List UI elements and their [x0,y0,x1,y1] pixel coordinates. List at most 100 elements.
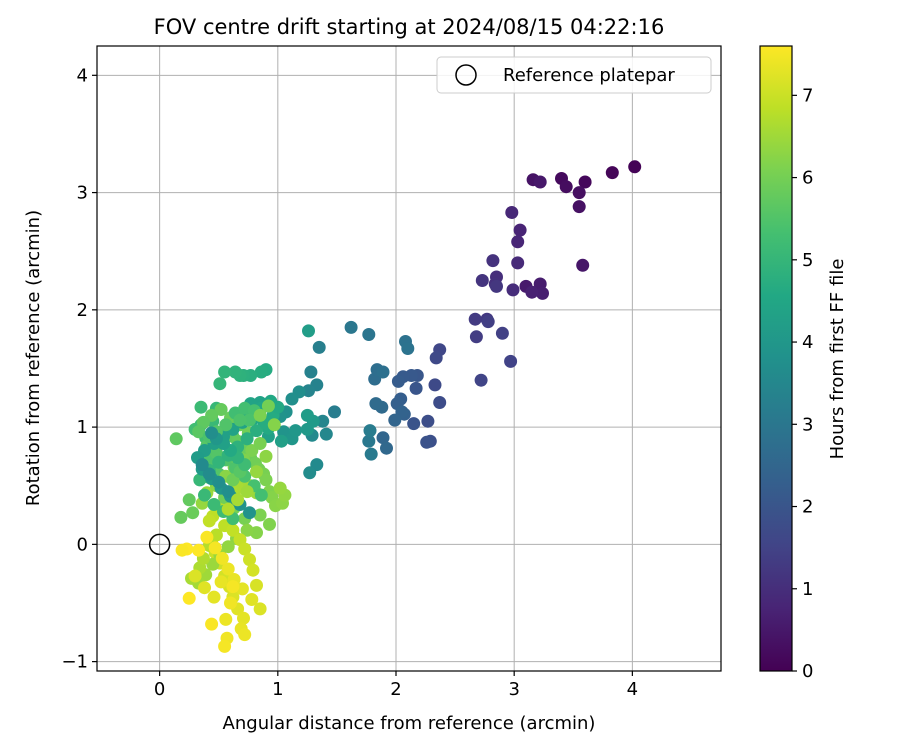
data-point [175,543,189,557]
data-point [285,392,299,406]
y-tick-label: −1 [61,652,88,673]
data-point [344,320,358,334]
data-point [214,575,228,589]
data-point [380,441,393,455]
data-point [376,365,390,379]
x-tick-label: 3 [508,679,519,700]
plot-frame [96,45,722,672]
data-point [362,328,376,341]
data-point [362,434,376,448]
data-point [182,493,196,507]
x-tick-label: 2 [390,679,401,700]
data-point [200,530,214,544]
colorbar-tick-label: 6 [802,168,813,189]
data-point [289,424,302,438]
data-point [224,596,237,610]
colorbar: 0 1 2 3 4 5 6 7 [759,45,813,682]
data-point [259,473,273,487]
colorbar-tick-label: 0 [802,661,813,682]
data-point [605,166,619,180]
data-point [214,403,228,416]
data-point [429,351,443,365]
data-point [253,437,267,450]
data-point [628,160,642,174]
data-point [409,381,423,395]
data-point [240,523,254,537]
data-point [182,591,196,605]
data-point [205,426,219,440]
data-point [259,449,273,463]
data-point [303,466,317,480]
colorbar-tick-label: 7 [802,85,813,106]
x-tick-label: 4 [627,679,638,700]
data-point [221,485,235,499]
data-point [481,315,495,329]
data-point [194,400,208,414]
data-point [391,374,405,388]
data-point [319,427,333,441]
data-point [578,175,592,189]
data-point [237,611,250,625]
colorbar-label: Hours from first FF file [827,259,848,460]
data-point [421,414,435,428]
data-point [202,467,216,481]
data-point [212,475,226,489]
data-point [474,373,488,387]
data-point [250,424,263,438]
data-point [243,553,256,567]
data-point [254,365,268,379]
data-point [506,283,520,297]
data-point [261,399,275,413]
colorbar-tick-label: 5 [802,250,813,271]
data-point [486,254,500,268]
data-point [407,417,421,431]
data-point [525,285,539,299]
data-point [475,274,489,287]
data-point [505,206,519,219]
data-point [218,365,232,379]
colorbar-tick-label: 4 [802,332,813,353]
data-point [363,424,377,438]
data-point [312,340,326,354]
data-point [226,580,240,594]
data-point [433,396,447,409]
y-tick-label: 1 [77,417,88,438]
data-point [274,434,288,448]
colorbar-tick-label: 3 [802,414,813,435]
data-point [253,508,267,522]
legend-marker-icon [455,64,477,86]
data-point [240,432,254,446]
data-point [231,493,245,507]
y-tick-label: 2 [77,300,88,321]
data-point [576,258,590,272]
axes: 0 1 2 3 4 −1 0 1 2 3 4 [61,45,722,700]
data-point [238,542,252,556]
y-tick-label: 0 [77,534,88,555]
data-point [263,517,276,531]
data-point [316,414,330,428]
data-point [192,543,206,557]
data-point [469,330,483,344]
data-point [304,365,318,379]
legend-label: Reference platepar [503,65,675,86]
data-point [207,498,221,511]
data-point [218,639,232,653]
data-point [243,413,256,427]
data-point [243,506,256,520]
data-point [219,612,233,626]
data-point [198,581,211,595]
data-point [536,286,549,300]
data-point [253,408,267,422]
data-point [250,578,263,592]
data-point [267,418,281,432]
data-point [206,557,220,571]
data-point [250,465,263,479]
data-point [221,562,235,576]
data-point [186,506,200,520]
data-point [198,488,211,502]
data-point [376,431,390,445]
data-point [572,200,586,214]
x-tick-label: 0 [154,679,165,700]
data-point [533,175,547,189]
